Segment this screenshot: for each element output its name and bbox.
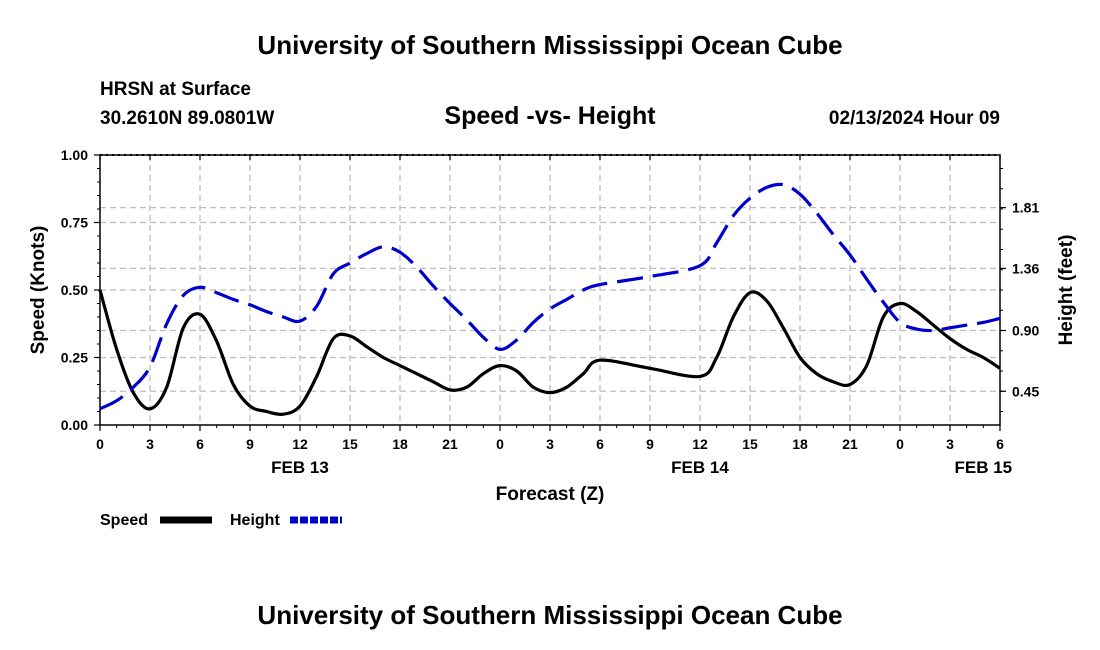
x-tick-label: 6 bbox=[996, 436, 1004, 452]
grid-lines bbox=[100, 155, 1000, 425]
page-title: University of Southern Mississippi Ocean… bbox=[257, 30, 842, 60]
y-left-tick-label: 0.75 bbox=[61, 215, 88, 231]
y-left-tick-label: 0.50 bbox=[61, 282, 88, 298]
legend-label-height: Height bbox=[230, 512, 280, 529]
x-tick-label: 12 bbox=[292, 436, 308, 452]
y-axis-left: 0.00 0.25 0.50 0.75 1.00 bbox=[61, 147, 100, 433]
x-tick-label: 12 bbox=[692, 436, 708, 452]
legend: Speed Height bbox=[100, 512, 342, 529]
plot-title: Speed -vs- Height bbox=[444, 102, 656, 130]
x-tick-label: 21 bbox=[842, 436, 858, 452]
x-tick-label: 0 bbox=[96, 436, 104, 452]
station-coordinates: 30.2610N 89.0801W bbox=[100, 108, 274, 129]
x-tick-label: 0 bbox=[496, 436, 504, 452]
x-tick-label: 6 bbox=[196, 436, 204, 452]
x-axis: 0 3 6 9 12 15 18 21 0 3 6 9 12 15 18 21 0 3 6 FEB 13 FEB 14 F… bbox=[96, 155, 1012, 477]
x-tick-label: 18 bbox=[792, 436, 808, 452]
x-tick-label: 21 bbox=[442, 436, 458, 452]
x-tick-label: 6 bbox=[596, 436, 604, 452]
y-axis-left-label: Speed (Knots) bbox=[28, 226, 49, 355]
station-label: HRSN at Surface bbox=[100, 79, 251, 100]
x-tick-label: 3 bbox=[146, 436, 154, 452]
x-tick-label: 9 bbox=[246, 436, 254, 452]
y-right-tick-label: 1.81 bbox=[1012, 200, 1039, 216]
x-tick-label: 3 bbox=[546, 436, 554, 452]
x-tick-label: 3 bbox=[946, 436, 954, 452]
x-tick-label: 15 bbox=[342, 436, 358, 452]
date-label: FEB 15 bbox=[955, 458, 1013, 477]
series-line-speed bbox=[98, 289, 1001, 416]
y-right-tick-label: 0.90 bbox=[1012, 323, 1039, 339]
footer-title: University of Southern Mississippi Ocean… bbox=[257, 600, 842, 630]
x-tick-label: 18 bbox=[392, 436, 408, 452]
date-label: FEB 14 bbox=[671, 458, 729, 477]
y-right-tick-label: 1.36 bbox=[1012, 260, 1039, 276]
y-axis-right: 0.45 0.90 1.36 1.81 bbox=[1000, 168, 1039, 412]
y-left-tick-label: 0.25 bbox=[61, 350, 88, 366]
x-tick-label: 15 bbox=[742, 436, 758, 452]
y-axis-right-label: Height (feet) bbox=[1056, 235, 1077, 346]
date-label: FEB 13 bbox=[271, 458, 329, 477]
series-group bbox=[98, 182, 1001, 416]
x-tick-label: 0 bbox=[896, 436, 904, 452]
y-left-tick-label: 1.00 bbox=[61, 147, 88, 163]
run-time: 02/13/2024 Hour 09 bbox=[829, 108, 1000, 129]
y-right-tick-label: 0.45 bbox=[1012, 383, 1039, 399]
series-line-height bbox=[99, 182, 1001, 411]
legend-label-speed: Speed bbox=[100, 512, 148, 529]
y-left-tick-label: 0.00 bbox=[61, 417, 88, 433]
x-axis-label: Forecast (Z) bbox=[496, 484, 605, 505]
x-tick-label: 9 bbox=[646, 436, 654, 452]
